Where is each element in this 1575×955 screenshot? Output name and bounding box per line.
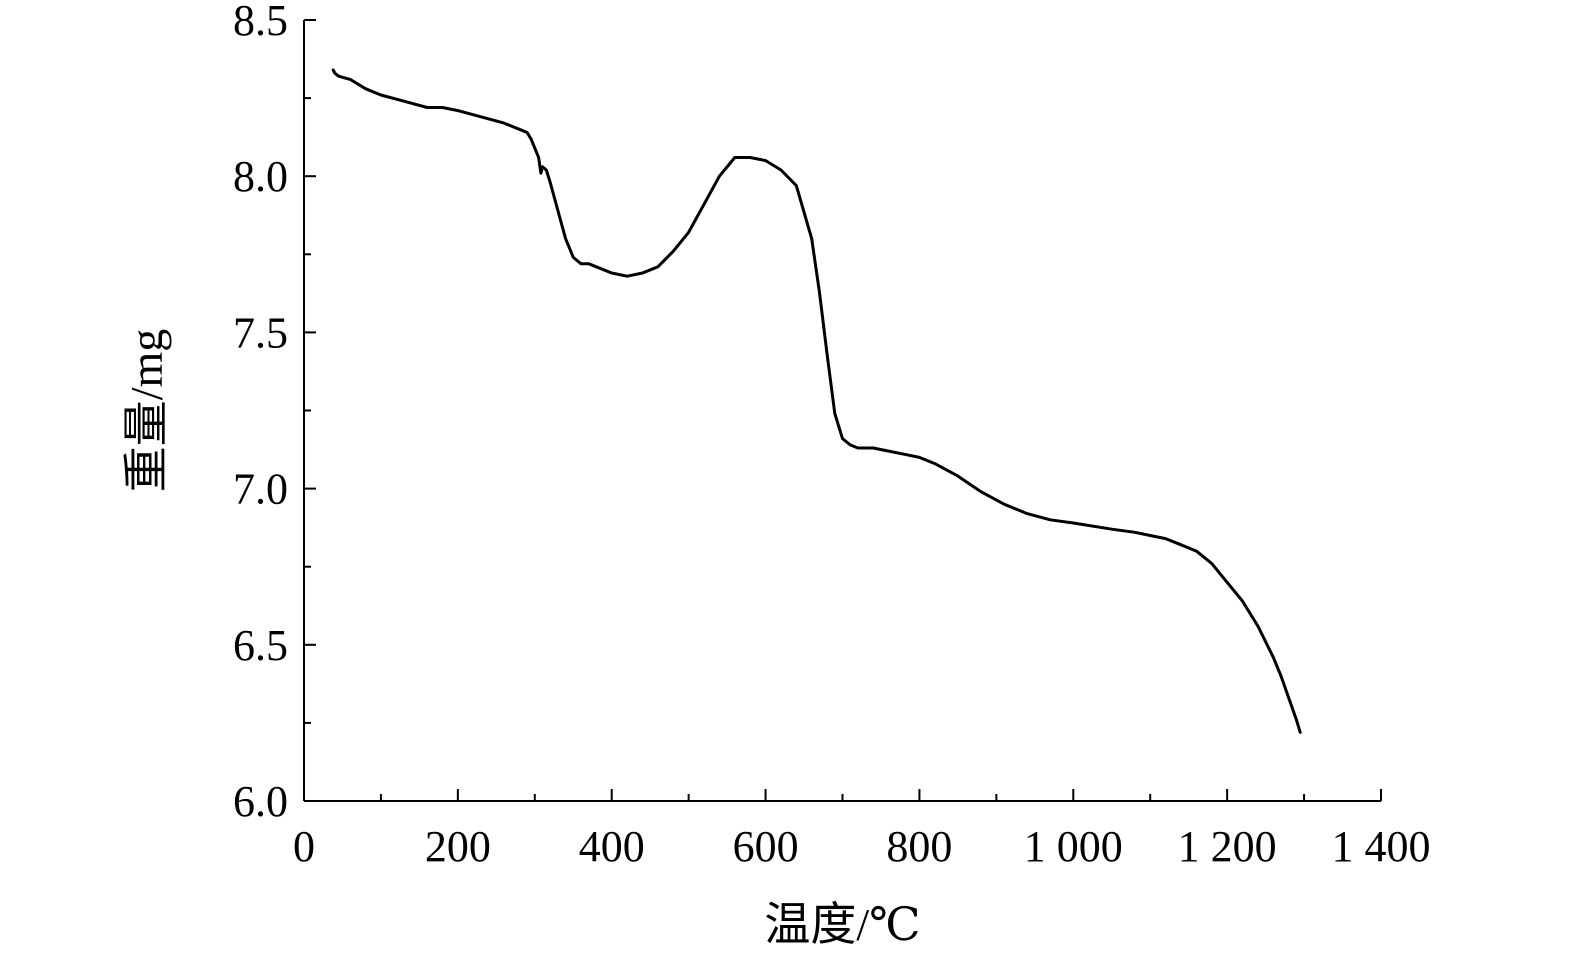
x-tick-label: 400 <box>579 822 645 871</box>
y-tick-label: 8.0 <box>233 152 288 201</box>
x-tick-label: 800 <box>886 822 952 871</box>
x-tick-labels: 0 200 400 600 800 1 000 1 200 1 400 <box>293 822 1431 871</box>
y-tick-label: 7.0 <box>233 465 288 514</box>
x-tick-label: 0 <box>293 822 315 871</box>
x-axis-title: 温度/℃ <box>764 899 920 950</box>
x-tick-label: 1 200 <box>1178 822 1277 871</box>
weight-curve <box>331 68 1302 734</box>
y-tick-label: 6.0 <box>233 777 288 826</box>
y-tick-label: 8.5 <box>233 0 288 45</box>
x-tick-label: 600 <box>733 822 799 871</box>
major-ticks <box>303 19 1382 802</box>
x-tick-label: 200 <box>425 822 491 871</box>
x-tick-label: 1 000 <box>1024 822 1123 871</box>
x-tick-label: 1 400 <box>1332 822 1431 871</box>
y-tick-labels: 6.0 6.5 7.0 7.5 8.0 8.5 <box>233 0 288 826</box>
minor-ticks <box>304 97 1306 801</box>
y-tick-label: 6.5 <box>233 621 288 670</box>
y-axis-title: 重量/mg <box>121 329 172 493</box>
y-tick-label: 7.5 <box>233 308 288 357</box>
